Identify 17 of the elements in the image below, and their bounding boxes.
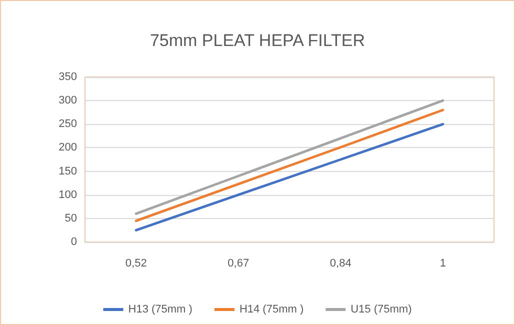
y-tick-label: 50 — [64, 212, 77, 224]
x-tick-label: 1 — [440, 258, 446, 270]
chart-title: 75mm PLEAT HEPA FILTER — [150, 31, 366, 50]
y-tick-label: 0 — [70, 236, 77, 248]
legend-label: H14 (75mm ) — [239, 304, 304, 316]
legend-label: H13 (75mm ) — [128, 304, 192, 316]
x-tick-label: 0,52 — [125, 258, 147, 270]
legend-label: U15 (75mm) — [350, 304, 412, 316]
y-tick-label: 200 — [58, 142, 77, 154]
y-tick-label: 250 — [58, 118, 77, 130]
y-tick-label: 150 — [58, 165, 77, 178]
y-tick-label: 100 — [58, 188, 77, 201]
y-tick-label: 300 — [58, 94, 77, 107]
y-tick-label: 350 — [58, 71, 77, 83]
x-tick-label: 0,67 — [228, 258, 250, 270]
x-tick-label: 0,84 — [330, 258, 352, 270]
line-series — [134, 122, 444, 232]
